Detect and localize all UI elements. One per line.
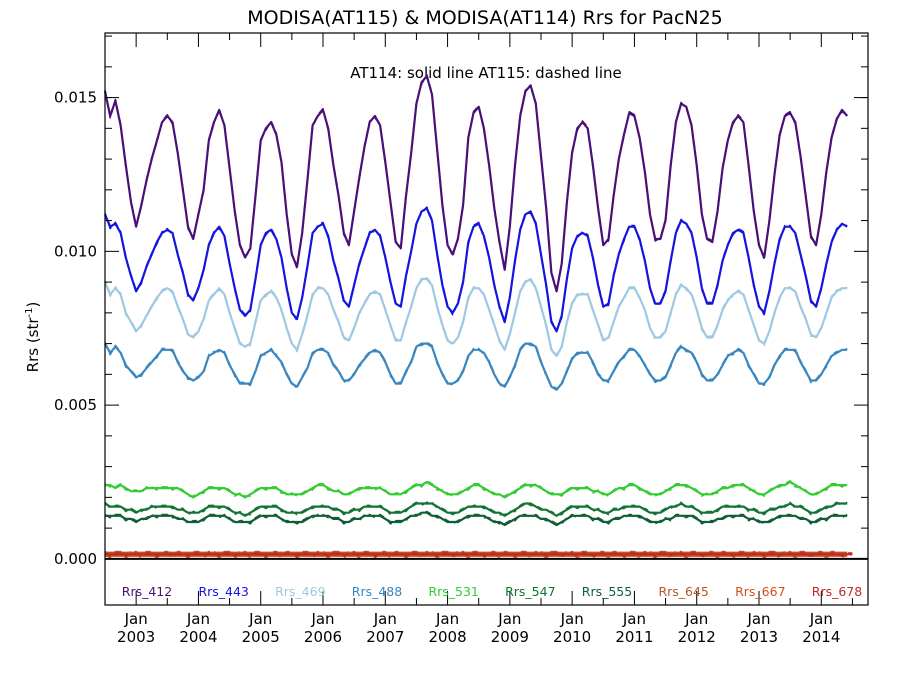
x-tick-month-label: Jan bbox=[186, 610, 210, 628]
x-tick-month-label: Jan bbox=[373, 610, 397, 628]
y-axis-label: Rrs (str-1) bbox=[24, 302, 42, 373]
legend-entry: Rrs_667 bbox=[735, 584, 785, 599]
legend-entry: Rrs_547 bbox=[505, 584, 555, 599]
y-tick-label: 0.010 bbox=[54, 242, 97, 260]
series-line-at114 bbox=[104, 342, 848, 391]
series-line-at115 bbox=[104, 550, 848, 556]
x-tick-year-label: 2006 bbox=[304, 628, 342, 646]
x-tick-month-label: Jan bbox=[435, 610, 459, 628]
y-tick-label: 0.005 bbox=[54, 396, 97, 414]
series-line-at114 bbox=[105, 480, 848, 499]
legend-entry: Rrs_678 bbox=[812, 584, 862, 599]
series-line-at114 bbox=[104, 502, 848, 517]
y-tick-label: 0.000 bbox=[54, 550, 97, 568]
axes: 0.0000.0050.0100.015Jan2003Jan2004Jan200… bbox=[54, 33, 868, 646]
series-line-at115 bbox=[104, 552, 853, 557]
y-tick-label: 0.015 bbox=[54, 89, 97, 107]
x-tick-month-label: Jan bbox=[310, 610, 334, 628]
x-tick-month-label: Jan bbox=[684, 610, 708, 628]
x-tick-month-label: Jan bbox=[809, 610, 833, 628]
legend-entry: Rrs_531 bbox=[428, 584, 478, 599]
series-line-at114 bbox=[103, 277, 848, 357]
legend: Rrs_412 Rrs_443 Rrs_469 Rrs_488 Rrs_531 Rrs_5… bbox=[122, 584, 862, 599]
x-tick-year-label: 2005 bbox=[242, 628, 280, 646]
x-tick-month-label: Jan bbox=[622, 610, 646, 628]
series-line-at114 bbox=[103, 207, 848, 333]
legend-entry: Rrs_488 bbox=[352, 584, 402, 599]
series-layer bbox=[103, 74, 853, 559]
plot-frame bbox=[104, 32, 869, 606]
x-tick-month-label: Jan bbox=[746, 610, 770, 628]
x-tick-year-label: 2010 bbox=[553, 628, 591, 646]
x-tick-year-label: 2011 bbox=[615, 628, 653, 646]
legend-entry: Rrs_412 bbox=[122, 584, 172, 599]
x-tick-year-label: 2012 bbox=[678, 628, 716, 646]
x-tick-year-label: 2009 bbox=[491, 628, 529, 646]
series-line-at115 bbox=[104, 276, 848, 356]
line-style-annotation: AT114: solid line AT115: dashed line bbox=[350, 64, 622, 82]
x-tick-month-label: Jan bbox=[497, 610, 521, 628]
x-tick-year-label: 2014 bbox=[802, 628, 840, 646]
series-line-at114 bbox=[105, 511, 848, 527]
series-line-at115 bbox=[104, 501, 848, 516]
x-tick-month-label: Jan bbox=[248, 610, 272, 628]
x-tick-year-label: 2004 bbox=[179, 628, 217, 646]
series-line-at114 bbox=[103, 74, 849, 293]
chart-title: MODISA(AT115) & MODISA(AT114) Rrs for Pa… bbox=[247, 7, 723, 29]
x-tick-year-label: 2003 bbox=[117, 628, 155, 646]
x-tick-year-label: 2013 bbox=[740, 628, 778, 646]
x-tick-month-label: Jan bbox=[124, 610, 148, 628]
series-line-at115 bbox=[104, 510, 848, 525]
x-tick-year-label: 2007 bbox=[366, 628, 404, 646]
x-tick-year-label: 2008 bbox=[428, 628, 466, 646]
legend-entry: Rrs_469 bbox=[275, 584, 325, 599]
legend-entry: Rrs_555 bbox=[582, 584, 632, 599]
legend-entry: Rrs_645 bbox=[658, 584, 708, 599]
series-line-at115 bbox=[104, 74, 848, 291]
x-tick-month-label: Jan bbox=[560, 610, 584, 628]
legend-entry: Rrs_443 bbox=[198, 584, 248, 599]
